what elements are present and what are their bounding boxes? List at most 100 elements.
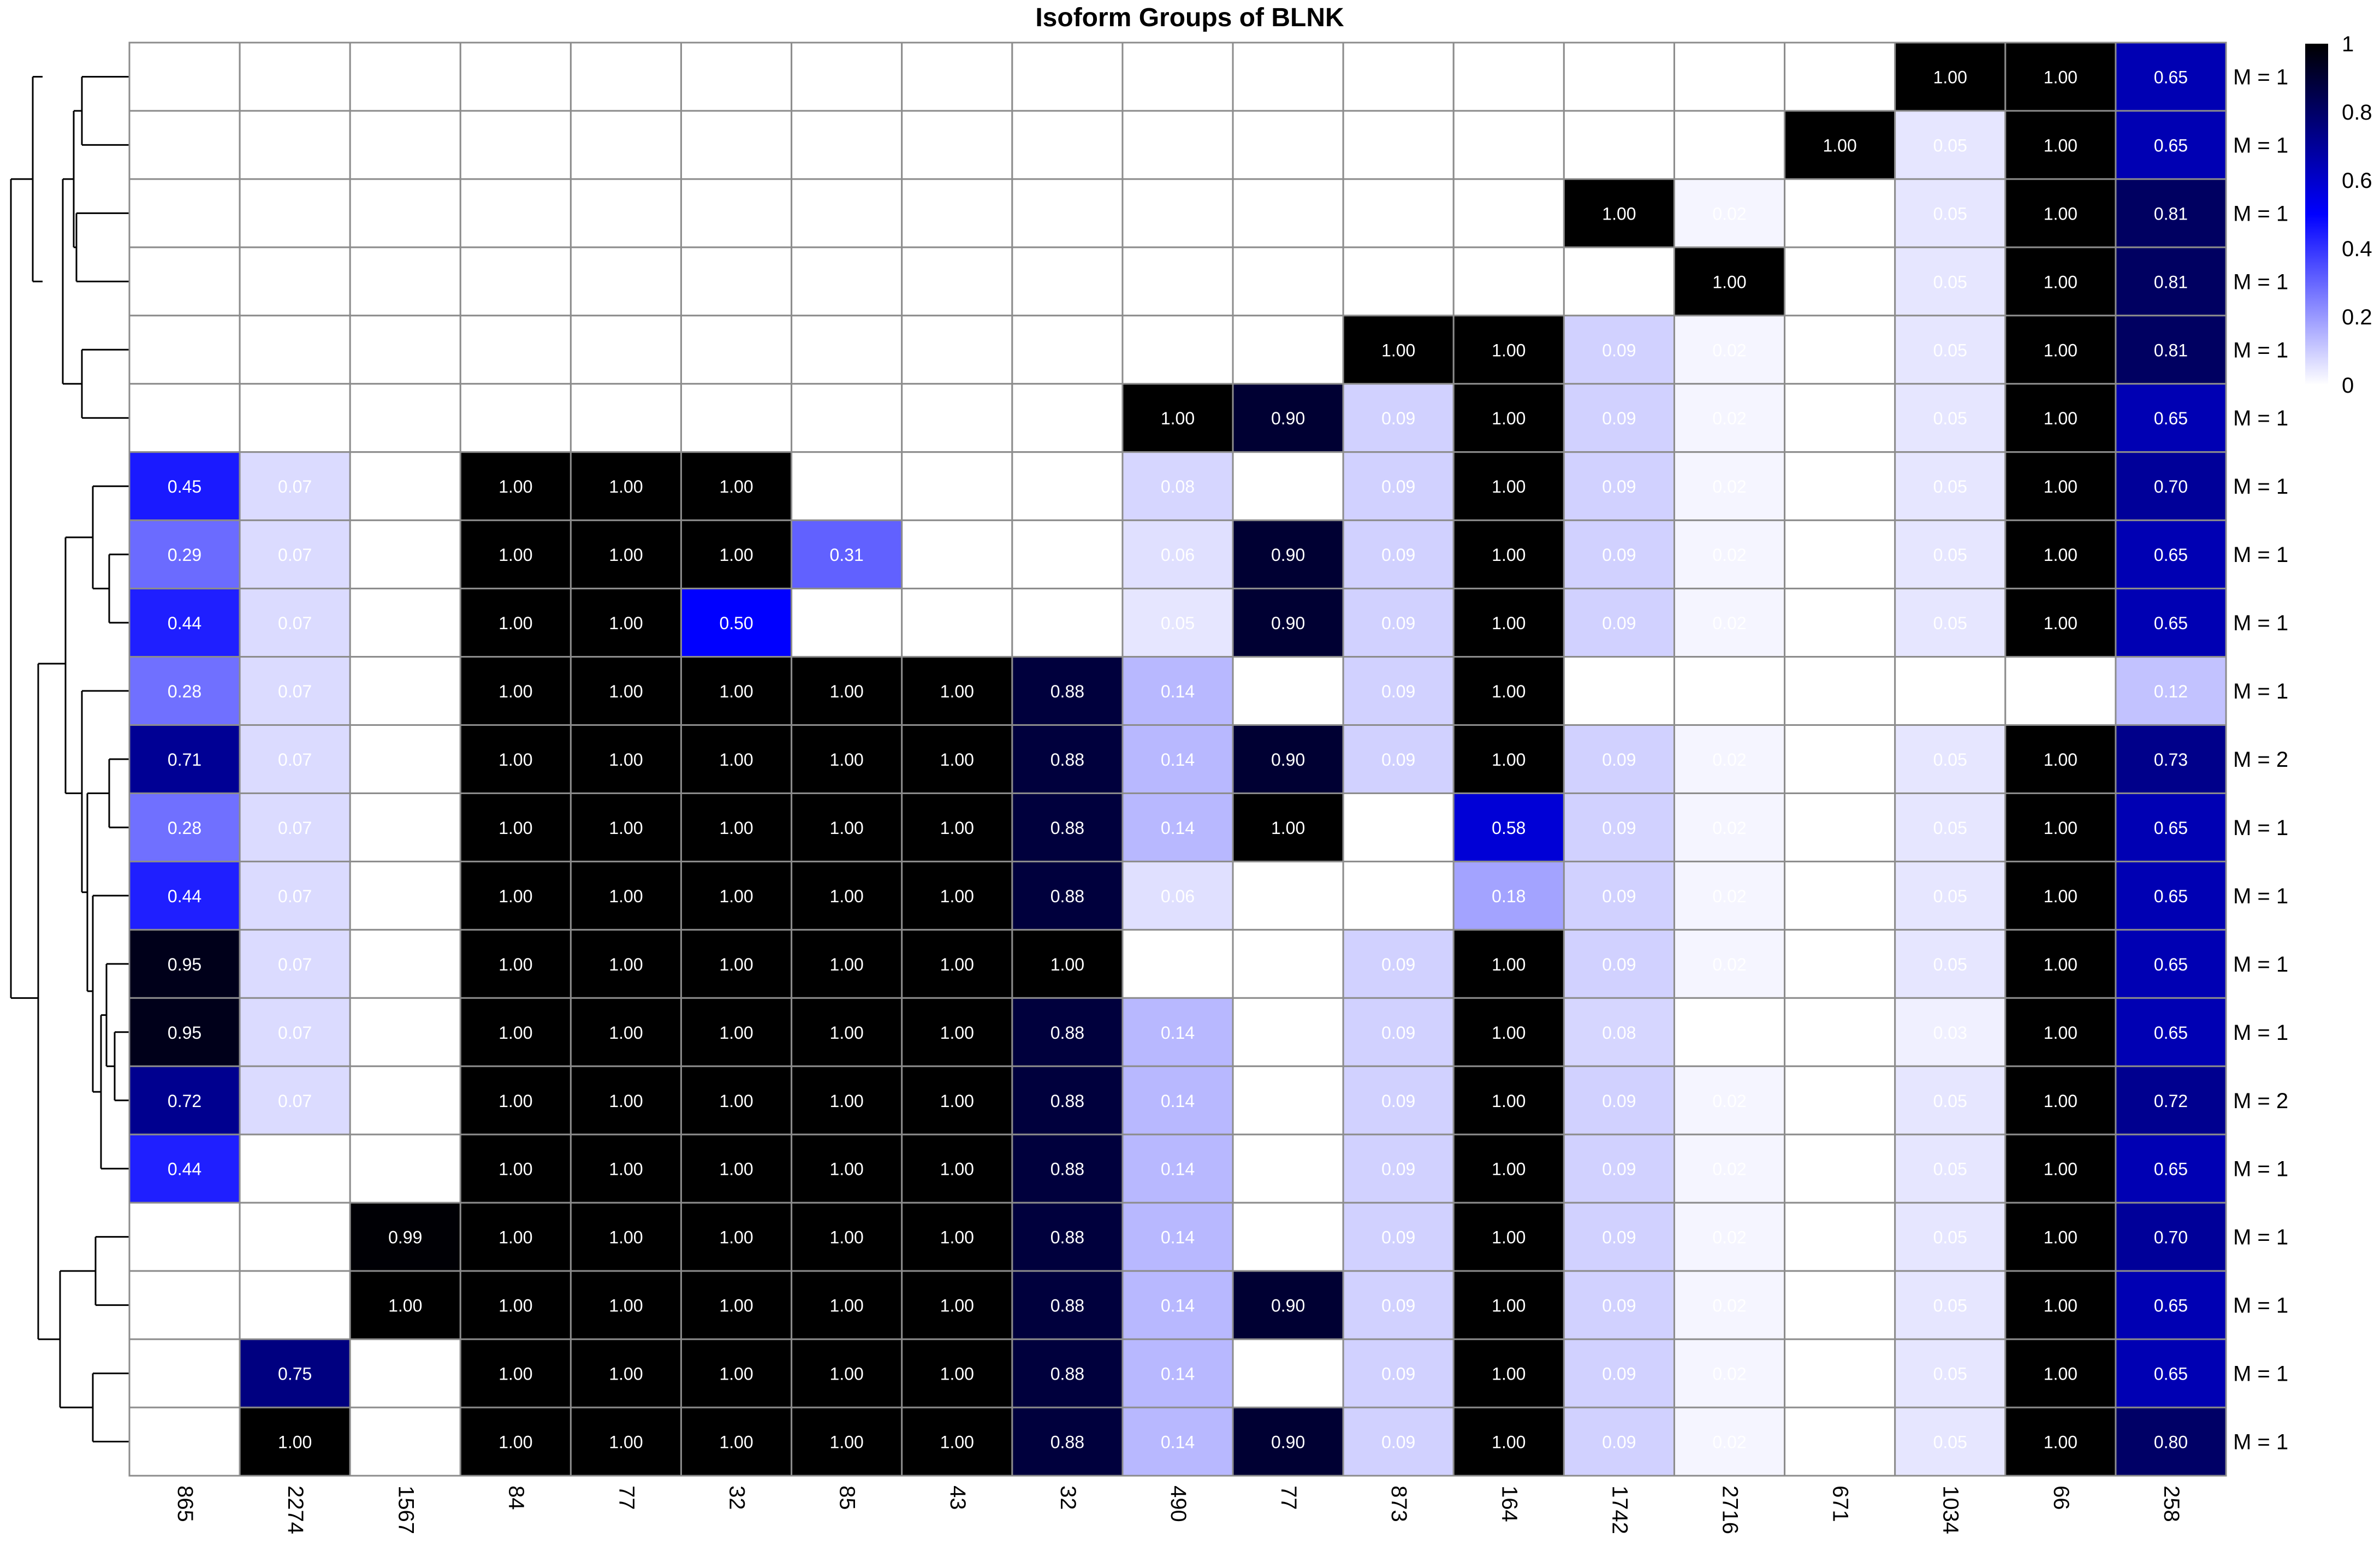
cell-value-label: 0.65 <box>2154 1023 2188 1043</box>
heatmap-cell <box>1232 997 1344 1067</box>
heatmap-cell <box>2004 724 2117 794</box>
heatmap-cell <box>2004 246 2117 317</box>
cell-value-label: 0.71 <box>168 750 201 770</box>
row-label: M = 1 <box>2233 816 2288 840</box>
heatmap-cell <box>2115 1270 2227 1340</box>
cell-value-label: 1.00 <box>1492 1023 1526 1043</box>
heatmap-cell <box>128 246 241 317</box>
heatmap-cell <box>791 246 903 317</box>
cell-value-label: 0.07 <box>278 750 312 770</box>
cell-value-label: 0.07 <box>278 545 312 565</box>
cell-value-label: 0.65 <box>2154 955 2188 974</box>
cell-value-label: 0.65 <box>2154 613 2188 633</box>
heatmap-cell <box>680 451 793 522</box>
cell-value-label: 0.88 <box>1050 1364 1084 1384</box>
heatmap-cell <box>2004 1406 2117 1477</box>
heatmap-cell <box>349 1065 461 1135</box>
heatmap-cell <box>901 997 1013 1067</box>
heatmap-cell <box>680 315 793 385</box>
heatmap-cell <box>1784 1270 1896 1340</box>
heatmap-cell <box>680 724 793 794</box>
heatmap-cell <box>1452 1270 1565 1340</box>
cell-value-label: 1.00 <box>830 886 864 906</box>
heatmap-cell <box>791 110 903 180</box>
heatmap-cell <box>1452 656 1565 726</box>
cell-value-label: 1.00 <box>498 750 532 770</box>
heatmap-cell <box>791 1065 903 1135</box>
heatmap-cell <box>1452 1065 1565 1135</box>
cell-value-label: 0.09 <box>1381 477 1415 496</box>
cell-value-label: 0.09 <box>1602 1296 1636 1316</box>
heatmap-cell <box>901 1270 1013 1340</box>
heatmap-cell <box>901 1202 1013 1272</box>
cell-value-label: 0.05 <box>1933 135 1967 155</box>
cell-value-label: 1.00 <box>719 818 753 838</box>
cell-value-label: 1.00 <box>719 886 753 906</box>
heatmap-cell <box>901 42 1013 112</box>
cell-value-label: 0.09 <box>1381 613 1415 633</box>
cell-value-label: 0.14 <box>1161 1023 1195 1043</box>
cell-value-label: 0.72 <box>168 1091 201 1111</box>
heatmap-cell <box>569 928 682 999</box>
cell-value-label: 0.09 <box>1602 955 1636 974</box>
heatmap-cell <box>1894 792 2007 862</box>
heatmap-cell <box>128 315 241 385</box>
heatmap-cell <box>1563 519 1675 590</box>
cell-value-label: 0.88 <box>1050 682 1084 701</box>
heatmap-cell <box>1784 588 1896 658</box>
heatmap-cell <box>349 383 461 453</box>
heatmap-cell <box>1563 1270 1675 1340</box>
heatmap-cell <box>128 928 241 999</box>
heatmap-cell <box>1563 246 1675 317</box>
heatmap-cell <box>459 246 572 317</box>
cell-value-label: 1.00 <box>2044 1023 2078 1043</box>
cell-value-label: 0.65 <box>2154 135 2188 155</box>
heatmap-cell <box>901 383 1013 453</box>
heatmap-cell <box>1232 928 1344 999</box>
heatmap-cell <box>569 246 682 317</box>
heatmap-cell <box>2115 928 2227 999</box>
cell-value-label: 1.00 <box>2044 477 2078 496</box>
heatmap-cell <box>1011 1133 1124 1204</box>
heatmap-cell <box>1894 383 2007 453</box>
cell-value-label: 0.09 <box>1602 1228 1636 1247</box>
row-label: M = 2 <box>2233 1089 2288 1113</box>
cell-value-label: 0.07 <box>278 886 312 906</box>
heatmap-cell <box>1121 588 1234 658</box>
heatmap-cell <box>901 519 1013 590</box>
cell-value-label: 1.00 <box>2044 340 2078 360</box>
cell-value-label: 0.44 <box>168 1159 201 1179</box>
column-label: 85 <box>835 1486 859 1510</box>
cell-value-label: 0.09 <box>1602 1364 1636 1384</box>
heatmap-cell <box>901 724 1013 794</box>
heatmap-cell <box>2115 656 2227 726</box>
cell-value-label: 0.09 <box>1381 1023 1415 1043</box>
cell-value-label: 0.95 <box>168 1023 201 1043</box>
heatmap-cell <box>1784 519 1896 590</box>
heatmap-cell <box>1011 588 1124 658</box>
heatmap-cell <box>1121 315 1234 385</box>
column-label: 258 <box>2159 1486 2183 1522</box>
heatmap-cell <box>2004 1338 2117 1409</box>
heatmap-cell <box>1342 724 1455 794</box>
cell-value-label: 0.09 <box>1602 818 1636 838</box>
heatmap-cell <box>1784 860 1896 931</box>
heatmap-cell <box>239 519 351 590</box>
heatmap-cell <box>1342 1406 1455 1477</box>
heatmap-cell <box>1342 928 1455 999</box>
cell-value-label: 1.00 <box>498 1159 532 1179</box>
heatmap-cell <box>2004 1133 2117 1204</box>
cell-value-label: 1.00 <box>1492 613 1526 633</box>
cell-value-label: 0.09 <box>1602 1091 1636 1111</box>
cell-value-label: 1.00 <box>609 682 643 701</box>
heatmap-cell <box>1121 383 1234 453</box>
cell-value-label: 0.88 <box>1050 1091 1084 1111</box>
heatmap-cell <box>2004 656 2117 726</box>
heatmap-cell <box>680 383 793 453</box>
heatmap-cell <box>349 1202 461 1272</box>
row-label: M = 1 <box>2233 1294 2288 1318</box>
heatmap-cell <box>1232 383 1344 453</box>
cell-value-label: 0.14 <box>1161 1091 1195 1111</box>
cell-value-label: 1.00 <box>719 1159 753 1179</box>
cell-value-label: 0.02 <box>1712 1159 1746 1179</box>
